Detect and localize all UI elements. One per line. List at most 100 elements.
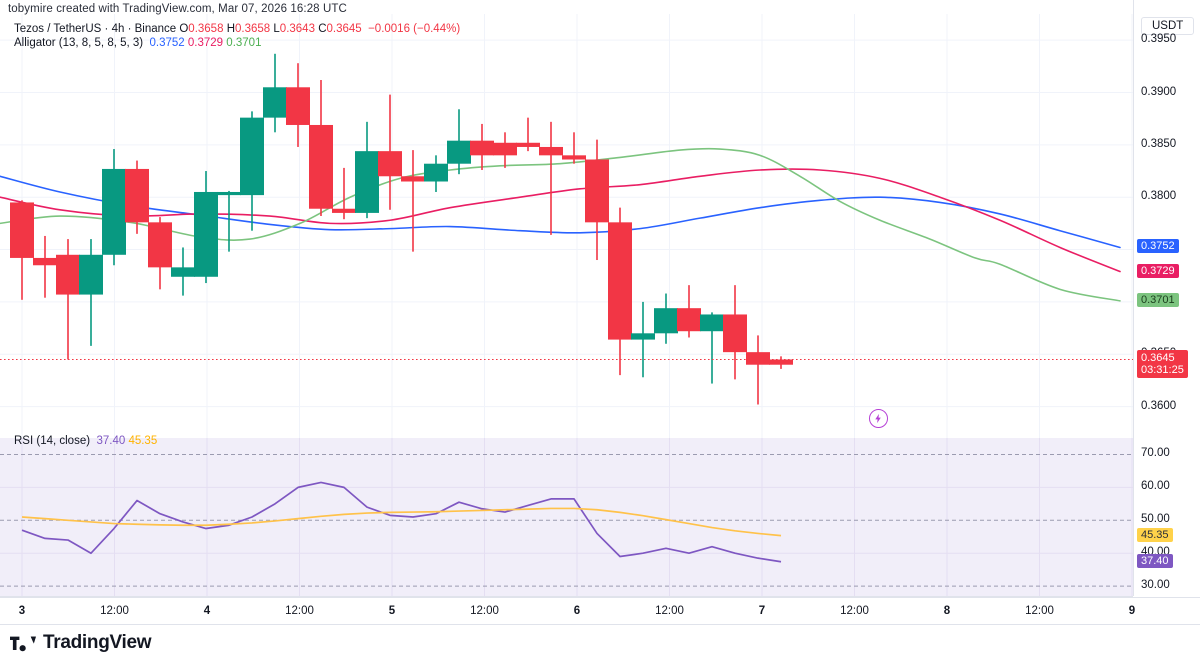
time-tick-label: 12:00 [1025,605,1054,617]
candlestick-body [585,159,609,223]
legend-indicator-row[interactable]: Alligator (13, 8, 5, 8, 5, 3) 0.3752 0.3… [14,36,460,50]
time-tick-label: 3 [18,605,26,617]
candlestick-body [79,254,103,295]
currency-unit-badge[interactable]: USDT [1141,17,1195,35]
price-tick-label: 0.3850 [1141,137,1177,150]
legend-alligator-teeth: 0.3729 [187,37,224,49]
legend-o-value: 0.3658 [188,23,224,35]
legend-l-label: L [273,23,280,35]
price-chart-canvas [0,14,1133,438]
price-tick-label: 0.3800 [1141,190,1177,203]
rsi-ma-legend-value: 45.35 [128,435,158,447]
legend-symbol-row[interactable]: Tezos / TetherUS · 4h · Binance O0.3658 … [14,22,460,36]
rsi-chart-canvas [0,438,1133,596]
price-tick-label: 0.3900 [1141,85,1177,98]
rsi-tick-label: 30.00 [1141,579,1170,592]
tradingview-logo[interactable]: TradingView [10,632,152,654]
candlestick-body [33,257,57,266]
candlestick-body [493,142,517,156]
candlestick-body [654,308,678,334]
candlestick-body [677,308,701,332]
candlestick-body [769,359,793,365]
alligator-lips-price[interactable]: 0.3701 [1137,292,1179,307]
alligator-lips-price-value: 0.3701 [1141,293,1175,306]
candlestick-body [608,222,632,340]
price-tick-label: 0.3600 [1141,399,1177,412]
candlestick-body [447,140,471,164]
candlestick-body [516,142,540,147]
time-tick-label: 12:00 [100,605,129,617]
time-tick-label: 6 [573,605,581,617]
candlestick-body [631,333,655,340]
candlestick-body [332,208,356,213]
bolt-glyph [875,413,881,424]
candlestick-body [539,146,563,156]
rsi-line [21,481,782,563]
candlestick-body [102,168,126,255]
alligator-jaw-price[interactable]: 0.3752 [1137,239,1179,254]
candlestick-body [148,222,172,268]
legend-symbol: Tezos / TetherUS · 4h · Binance [14,23,180,35]
lightning-bolt-icon[interactable] [869,409,888,428]
candlestick-body [424,163,448,182]
footer-bar: TradingView [0,624,1200,661]
legend-c-value: 0.3645 [326,23,362,35]
rsi-legend-row: RSI (14, close) 37.40 45.35 [14,434,157,448]
legend-o-label: O [179,23,189,35]
candlestick-body [240,117,264,196]
rsi-ma-line [21,507,782,537]
rsi-ma-value-badge[interactable]: 45.35 [1137,527,1173,542]
candlestick-body [401,176,425,182]
candlestick-body [700,314,724,332]
time-tick-label: 12:00 [655,605,684,617]
tradingview-logo-icon [10,636,36,651]
legend-alligator-jaw: 0.3752 [149,37,185,49]
rsi-value-badge[interactable]: 37.40 [1137,553,1173,568]
candlestick-body [470,140,494,156]
candlestick-body [286,87,310,125]
price-axis[interactable]: USDT 0.39500.39000.38500.38000.36500.360… [1133,14,1200,596]
candlestick-body [10,202,34,258]
legend-change: −0.0016 (−0.44%) [368,23,461,35]
candlestick-body [378,151,402,177]
tradingview-logo-text: TradingView [43,632,152,653]
legend-alligator-lips: 0.3701 [226,37,262,49]
price-tick-label: 0.3950 [1141,33,1177,46]
legend-indicator-name: Alligator (13, 8, 5, 8, 5, 3) [14,37,144,49]
candlestick-body [746,352,770,365]
last-price-value: 0.3645 [1141,352,1175,365]
time-axis-border [0,597,1200,598]
rsi-pane[interactable] [0,438,1133,596]
time-tick-label: 12:00 [470,605,499,617]
legend-h-label: H [226,23,235,35]
candlestick-body [263,87,287,118]
candlestick-body [309,124,333,209]
alligator-lips-line [0,147,1121,302]
time-tick-label: 4 [203,605,211,617]
time-tick-label: 12:00 [285,605,314,617]
time-axis[interactable]: 3 12:00 4 12:00 5 12:00 6 12:00 7 12:00 8 12:00 9 [0,596,1200,624]
legend-l-value: 0.3643 [279,23,315,35]
price-axis-top [1133,0,1200,14]
rsi-tick-label: 60.00 [1141,480,1170,493]
rsi-tick-label: 70.00 [1141,447,1170,460]
rsi-legend-name: RSI (14, close) [14,435,91,447]
legend-c-label: C [318,23,327,35]
alligator-jaw-price-value: 0.3752 [1141,240,1175,253]
price-pane[interactable] [0,14,1133,438]
countdown-timer: 03:31:25 [1141,364,1184,377]
time-tick-label: 9 [1128,605,1136,617]
candlestick-body [355,151,379,213]
legend-h-value: 0.3658 [235,23,271,35]
candlestick-body [723,314,747,353]
candlestick-body [562,155,586,160]
last-price[interactable]: 0.3645 03:31:25 [1137,350,1188,379]
time-tick-label: 8 [943,605,951,617]
candlestick-body [171,267,195,277]
alligator-teeth-price[interactable]: 0.3729 [1137,263,1179,278]
rsi-legend[interactable]: RSI (14, close) 37.40 45.35 [14,434,157,448]
time-tick-label: 5 [388,605,396,617]
alligator-teeth-price-value: 0.3729 [1141,264,1175,277]
chart-legend: Tezos / TetherUS · 4h · Binance O0.3658 … [14,22,460,50]
